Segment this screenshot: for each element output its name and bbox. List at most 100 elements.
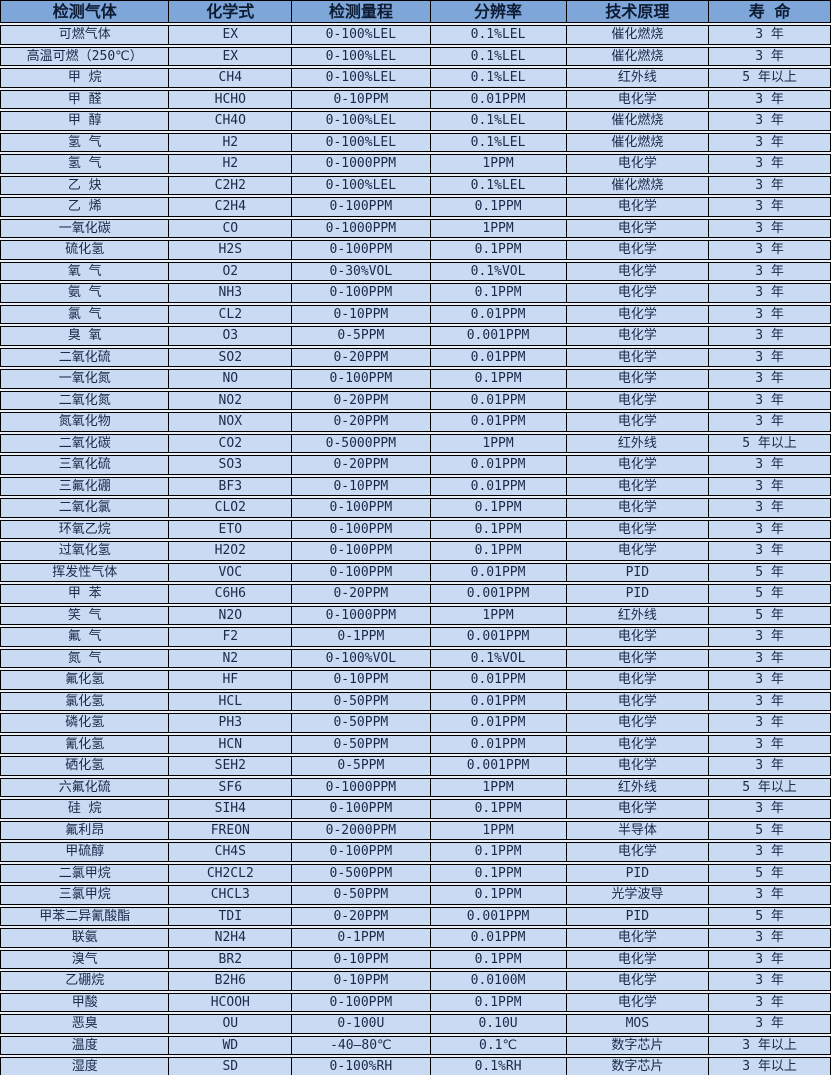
gas-name-cell: 二氧化氯 xyxy=(58,500,111,516)
table-row: 氮氧化物 NOX 0-20PPM 0.01PPM 电化学 3 年 xyxy=(0,412,831,432)
lifespan-cell: 3 年 xyxy=(708,972,830,990)
range-cell: 0-100%LEL xyxy=(291,69,429,87)
resolution-cell: 0.1PPM xyxy=(429,950,566,968)
principle-cell: 数字芯片 xyxy=(565,1036,709,1054)
column-header-resolution: 分辨率 xyxy=(429,1,566,22)
range-cell: 0-20PPM xyxy=(291,391,429,409)
lifespan-cell: 5 年 xyxy=(708,606,830,624)
principle-cell: 催化燃烧 xyxy=(565,176,709,194)
formula-cell: B2H6 xyxy=(168,972,291,990)
formula-cell: F2 xyxy=(168,628,291,646)
formula-cell: NOX xyxy=(168,413,291,431)
range-cell: 0-10PPM xyxy=(291,90,429,108)
lifespan-cell: 3 年 xyxy=(708,843,830,861)
formula-cell: HCOOH xyxy=(168,993,291,1011)
table-row: 甲酸 HCOOH 0-100PPM 0.1PPM 电化学 3 年 xyxy=(0,992,831,1012)
range-cell: 0-20PPM xyxy=(291,456,429,474)
table-row: 氢 气 H2 0-1000PPM 1PPM 电化学 3 年 xyxy=(0,154,831,174)
resolution-cell: 0.01PPM xyxy=(429,456,566,474)
lifespan-cell: 3 年 xyxy=(708,757,830,775)
lifespan-cell: 3 年 xyxy=(708,499,830,517)
formula-cell: HCHO xyxy=(168,90,291,108)
formula-cell: PH3 xyxy=(168,714,291,732)
formula-cell: CLO2 xyxy=(168,499,291,517)
principle-cell: 电化学 xyxy=(565,456,709,474)
formula-cell: WD xyxy=(168,1036,291,1054)
formula-cell: C2H4 xyxy=(168,198,291,216)
table-row: 氢 气 H2 0-100%LEL 0.1%LEL 催化燃烧 3 年 xyxy=(0,132,831,152)
lifespan-cell: 5 年以上 xyxy=(708,69,830,87)
resolution-cell: 0.1%RH xyxy=(429,1058,566,1075)
formula-cell: SO3 xyxy=(168,456,291,474)
range-cell: 0-20PPM xyxy=(291,413,429,431)
formula-cell: C2H2 xyxy=(168,176,291,194)
lifespan-cell: 3 年 xyxy=(708,348,830,366)
table-header-row: 检测气体 化学式 检测量程 分辨率 技术原理 寿 命 xyxy=(0,0,831,23)
range-cell: 0-100%RH xyxy=(291,1058,429,1075)
formula-cell: N2O xyxy=(168,606,291,624)
range-cell: 0-1PPM xyxy=(291,929,429,947)
table-row: 联氨 N2H4 0-1PPM 0.01PPM 电化学 3 年 xyxy=(0,928,831,948)
resolution-cell: 0.1%LEL xyxy=(429,26,566,44)
lifespan-cell: 3 年 xyxy=(708,133,830,151)
resolution-cell: 1PPM xyxy=(429,155,566,173)
principle-cell: PID xyxy=(565,907,709,925)
gas-name-cell: 臭 氧 xyxy=(67,328,102,344)
resolution-cell: 0.10U xyxy=(429,1015,566,1033)
principle-cell: 电化学 xyxy=(565,370,709,388)
range-cell: 0-100PPM xyxy=(291,542,429,560)
principle-cell: 电化学 xyxy=(565,649,709,667)
principle-cell: MOS xyxy=(565,1015,709,1033)
table-row: 甲 烷 CH4 0-100%LEL 0.1%LEL 红外线 5 年以上 xyxy=(0,68,831,88)
range-cell: 0-100PPM xyxy=(291,520,429,538)
principle-cell: 电化学 xyxy=(565,241,709,259)
gas-name-cell: 挥发性气体 xyxy=(52,564,118,580)
principle-cell: 电化学 xyxy=(565,993,709,1011)
gas-name-cell: 甲硫醇 xyxy=(65,844,105,860)
gas-name-cell: 氮氧化物 xyxy=(58,414,111,430)
resolution-cell: 1PPM xyxy=(429,821,566,839)
table-row: 三氟化硼 BF3 0-10PPM 0.01PPM 电化学 3 年 xyxy=(0,476,831,496)
lifespan-cell: 3 年 xyxy=(708,520,830,538)
principle-cell: 红外线 xyxy=(565,778,709,796)
gas-name-cell: 温度 xyxy=(71,1037,98,1053)
gas-name-cell: 环氧乙烷 xyxy=(58,521,111,537)
principle-cell: 电化学 xyxy=(565,520,709,538)
formula-cell: ETO xyxy=(168,520,291,538)
range-cell: 0-100%LEL xyxy=(291,112,429,130)
resolution-cell: 0.01PPM xyxy=(429,671,566,689)
gas-name-cell: 高温可燃（250℃） xyxy=(26,48,143,64)
lifespan-cell: 3 年 xyxy=(708,241,830,259)
principle-cell: 电化学 xyxy=(565,155,709,173)
principle-cell: 电化学 xyxy=(565,692,709,710)
lifespan-cell: 3 年 xyxy=(708,155,830,173)
lifespan-cell: 3 年以上 xyxy=(708,1058,830,1075)
resolution-cell: 0.1PPM xyxy=(429,800,566,818)
gas-name-cell: 湿度 xyxy=(71,1059,98,1075)
range-cell: 0-5PPM xyxy=(291,757,429,775)
principle-cell: 红外线 xyxy=(565,69,709,87)
gas-name-cell: 硅 烷 xyxy=(67,801,102,817)
lifespan-cell: 3 年 xyxy=(708,886,830,904)
range-cell: 0-100PPM xyxy=(291,241,429,259)
gas-name-cell: 甲 苯 xyxy=(67,586,102,602)
table-row: 一氧化碳 CO 0-1000PPM 1PPM 电化学 3 年 xyxy=(0,218,831,238)
lifespan-cell: 5 年以上 xyxy=(708,778,830,796)
table-row: 氨 气 NH3 0-100PPM 0.1PPM 电化学 3 年 xyxy=(0,283,831,303)
lifespan-cell: 5 年 xyxy=(708,864,830,882)
gas-name-cell: 乙 炔 xyxy=(67,177,102,193)
lifespan-cell: 3 年 xyxy=(708,198,830,216)
range-cell: 0-100PPM xyxy=(291,843,429,861)
resolution-cell: 0.001PPM xyxy=(429,757,566,775)
lifespan-cell: 3 年 xyxy=(708,262,830,280)
gas-name-cell: 一氧化氮 xyxy=(58,371,111,387)
lifespan-cell: 3 年 xyxy=(708,929,830,947)
formula-cell: CH4O xyxy=(168,112,291,130)
gas-name-cell: 氟利昂 xyxy=(65,822,105,838)
formula-cell: SEH2 xyxy=(168,757,291,775)
lifespan-cell: 3 年 xyxy=(708,714,830,732)
formula-cell: EX xyxy=(168,47,291,65)
lifespan-cell: 3 年 xyxy=(708,219,830,237)
resolution-cell: 0.01PPM xyxy=(429,477,566,495)
table-row: 环氧乙烷 ETO 0-100PPM 0.1PPM 电化学 3 年 xyxy=(0,519,831,539)
